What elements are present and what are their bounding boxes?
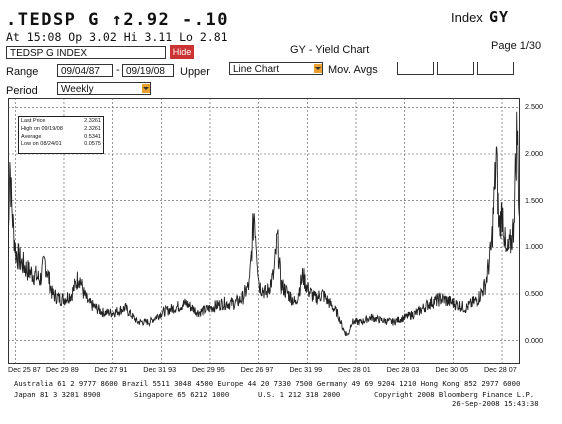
y-tick-label: 1.000 [525,242,543,252]
legend-value: 0.5341 [84,133,101,140]
legend-row: Last Price 2.3261 [21,118,101,126]
price-legend: Last Price 2.3261 High on 09/19/08 2.3261 … [18,116,104,154]
x-tick-label: Dec 30 05 [435,365,469,374]
y-tick-label: 2.500 [525,102,543,112]
security-name-field[interactable]: TEDSP G INDEX [6,46,166,59]
quote-line: At 15:08 Op 3.02 Hi 3.11 Lo 2.81 [6,30,228,44]
x-tick-label: Dec 31 99 [289,365,323,374]
hide-button[interactable]: Hide [170,45,194,59]
legend-label: Last Price [21,118,46,124]
upper-label: Upper [180,66,210,78]
footer-copyright: Copyright 2008 Bloomberg Finance L.P. [374,390,535,399]
y-tick-label: 0.000 [525,335,543,345]
index-code: GY [489,8,510,26]
page-indicator: Page 1/30 [491,40,542,52]
period-value: Weekly [61,84,94,95]
footer-japan: Japan 81 3 3201 8900 [14,390,101,399]
legend-row: High on 09/19/08 2.3261 [21,126,101,134]
legend-row: Low on 08/24/01 0.0575 [21,141,101,149]
chart-title: GY - Yield Chart [290,44,370,56]
mov-avgs-label: Mov. Avgs [328,64,378,76]
chevron-down-icon[interactable] [142,84,150,93]
ticker-quote: .TEDSP G ↑2.92 -.10 [6,10,229,30]
period-select[interactable]: Weekly [57,82,151,95]
legend-label: Average [21,133,42,140]
chart-type-select[interactable]: Line Chart [229,62,323,75]
mov-avg-field-2[interactable] [437,62,474,75]
period-label: Period [6,85,38,97]
x-tick-label: Dec 25 87 [8,365,41,374]
x-tick-label: Dec 26 97 [240,365,274,374]
x-tick-label: Dec 28 07 [483,365,517,374]
footer-timestamp: 26-Sep-2008 15:43:38 [452,399,539,408]
x-axis-labels: Dec 25 87 Dec 29 89 Dec 27 91 Dec 31 93 Dec … [8,365,520,375]
footer-contacts: Australia 61 2 9777 8600 Brazil 5511 304… [14,379,521,388]
chart-svg [7,98,521,364]
legend-value: 2.3261 [84,118,101,124]
end-date-input[interactable]: 09/19/08 [122,64,174,77]
x-tick-label: Dec 29 89 [45,365,79,374]
x-tick-label: Dec 28 01 [337,365,371,374]
range-dash: - [116,64,120,76]
footer-us: U.S. 1 212 318 2000 [258,390,341,399]
legend-value: 2.3261 [84,125,101,132]
chevron-down-icon[interactable] [314,64,322,73]
y-tick-label: 1.500 [525,195,543,205]
range-label: Range [6,66,39,78]
legend-label: Low on 08/24/01 [21,141,62,148]
legend-value: 0.0575 [84,141,101,148]
index-label: Index [451,10,483,25]
yield-chart [7,98,521,364]
mov-avg-field-3[interactable] [477,62,514,75]
mov-avg-field-1[interactable] [397,62,434,75]
y-axis-labels: 2.500 2.000 1.500 1.000 0.500 0.000 [525,98,562,364]
legend-label: High on 09/19/08 [21,125,63,132]
series-line [7,111,521,336]
y-tick-label: 0.500 [525,289,543,298]
y-tick-label: 2.000 [525,149,543,158]
x-tick-label: Dec 29 95 [191,365,225,374]
x-tick-label: Dec 27 91 [94,365,128,374]
start-date-input[interactable]: 09/04/87 [57,64,113,77]
footer-singapore: Singapore 65 6212 1000 [134,390,230,399]
footer-line-2: Japan 81 3 3201 8900 Singapore 65 6212 1… [14,390,544,400]
chart-type-value: Line Chart [233,64,280,75]
x-tick-label: Dec 31 93 [143,365,177,374]
legend-row: Average 0.5341 [21,134,101,142]
x-tick-label: Dec 28 03 [386,365,420,374]
